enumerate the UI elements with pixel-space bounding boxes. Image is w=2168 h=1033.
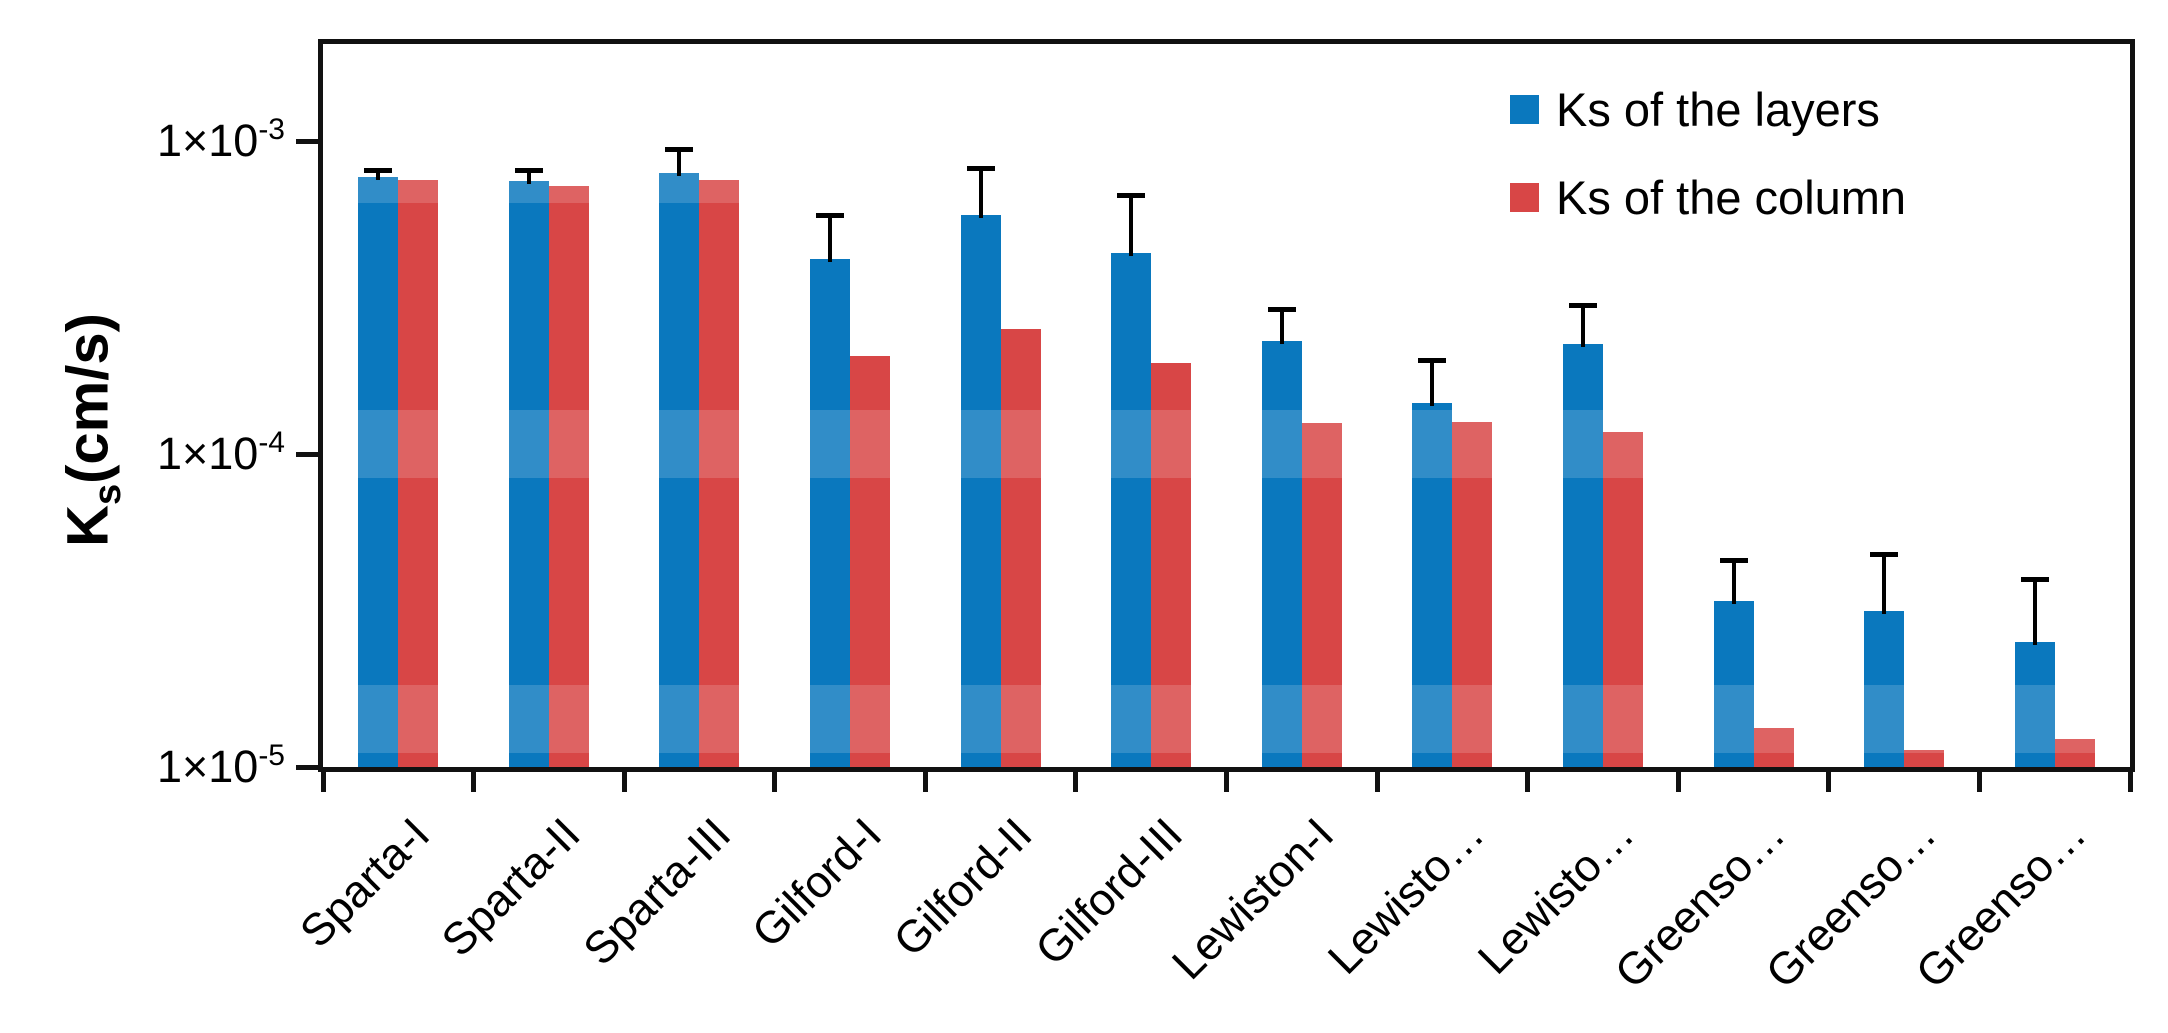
x-category-label-1: Sparta-II	[431, 808, 590, 967]
bar-column-2	[699, 180, 740, 767]
y-axis-title-base: K	[55, 505, 121, 547]
bar-layers-1	[508, 181, 549, 767]
shade-stripe-0	[323, 135, 2130, 203]
x-axis-tick-9	[1675, 767, 1681, 792]
x-category-label-0: Sparta-I	[290, 808, 440, 958]
bar-column-3	[850, 356, 891, 767]
legend-item-column: Ks of the column	[1510, 170, 1906, 225]
x-axis-tick-0	[320, 767, 326, 792]
bar-column-4	[1000, 329, 1041, 767]
error-bar-cap-7	[1418, 357, 1447, 363]
error-bar-cap-1	[514, 167, 543, 173]
legend-swatch-layers-icon	[1510, 95, 1539, 124]
x-axis-tick-6	[1224, 767, 1229, 792]
error-bar-line-1	[526, 169, 531, 184]
bar-layers-7	[1412, 403, 1453, 767]
y-tick-exponent-0: -3	[258, 113, 285, 146]
x-axis-tick-11	[1976, 767, 1982, 792]
x-axis-tick-7	[1374, 767, 1380, 792]
error-bar-line-7	[1430, 359, 1435, 407]
x-category-label-2: Sparta-III	[573, 808, 741, 975]
x-category-label-4: Gilford-II	[883, 808, 1042, 967]
error-bar-line-3	[828, 215, 833, 262]
bar-column-1	[548, 185, 589, 767]
error-bar-cap-6	[1267, 307, 1296, 313]
error-bar-cap-11	[2020, 576, 2049, 582]
error-bar-cap-2	[665, 147, 694, 153]
bar-column-0	[398, 180, 439, 767]
bar-column-9	[1753, 728, 1794, 767]
error-bar-line-10	[1882, 553, 1887, 615]
legend-item-layers: Ks of the layers	[1510, 82, 1880, 137]
error-bar-cap-10	[1870, 551, 1899, 557]
bar-layers-0	[358, 176, 399, 767]
bar-layers-10	[1864, 611, 1905, 767]
error-bar-cap-5	[1117, 193, 1146, 199]
y-axis-tick-label-0: 1×10-3	[30, 113, 285, 175]
bar-layers-3	[810, 258, 851, 767]
bar-column-11	[2054, 738, 2095, 767]
x-axis-tick-1	[471, 767, 477, 792]
x-axis-tick-12	[2127, 767, 2133, 792]
bar-column-7	[1452, 421, 1493, 767]
bar-layers-2	[659, 173, 700, 767]
error-bar-cap-3	[816, 213, 845, 219]
y-tick-exponent-2: -5	[258, 739, 285, 772]
error-bar-line-9	[1731, 559, 1736, 604]
bar-column-6	[1301, 422, 1342, 767]
shade-stripe-2	[323, 685, 2130, 753]
error-bar-line-4	[978, 167, 983, 219]
y-tick-mantissa-2: 1×10	[156, 741, 259, 792]
bar-column-10	[1904, 750, 1945, 767]
error-bar-line-8	[1580, 304, 1585, 347]
error-bar-cap-9	[1719, 557, 1748, 563]
y-axis-tick-2	[296, 764, 318, 770]
error-bar-line-2	[677, 149, 682, 177]
x-category-label-6: Lewiston-I	[1161, 808, 1343, 990]
x-category-label-3: Gilford-I	[741, 808, 892, 958]
error-bar-line-5	[1129, 195, 1134, 256]
x-axis-tick-8	[1525, 767, 1531, 792]
y-axis-tick-0	[296, 138, 318, 144]
bar-layers-4	[960, 215, 1001, 767]
legend-label-column: Ks of the column	[1556, 171, 1907, 224]
error-bar-line-11	[2032, 578, 2037, 646]
error-bar-cap-8	[1568, 302, 1597, 308]
x-axis-tick-10	[1826, 767, 1832, 792]
error-bar-cap-0	[364, 167, 393, 173]
bar-layers-9	[1713, 600, 1754, 767]
legend-label-layers: Ks of the layers	[1556, 83, 1880, 136]
y-tick-exponent-1: -4	[258, 426, 285, 459]
x-category-label-7: Lewisto…	[1317, 808, 1494, 984]
y-tick-mantissa-1: 1×10	[156, 428, 259, 479]
error-bar-line-0	[376, 169, 381, 180]
bar-layers-8	[1562, 343, 1603, 767]
y-axis-tick-1	[296, 451, 318, 457]
bar-layers-5	[1111, 252, 1152, 767]
error-bar-line-6	[1279, 309, 1284, 344]
bar-column-5	[1151, 363, 1192, 767]
x-axis-tick-3	[772, 767, 778, 792]
bar-column-8	[1602, 431, 1643, 767]
x-axis-tick-4	[922, 767, 928, 792]
x-axis-tick-2	[621, 767, 627, 792]
x-axis-tick-5	[1073, 767, 1079, 792]
shade-stripe-1	[323, 410, 2130, 478]
bar-layers-11	[2014, 642, 2055, 767]
legend-swatch-column-icon	[1510, 183, 1539, 212]
bar-layers-6	[1261, 340, 1302, 767]
y-tick-mantissa-0: 1×10	[156, 115, 259, 166]
error-bar-cap-4	[966, 165, 995, 171]
y-axis-tick-label-2: 1×10-5	[30, 739, 285, 801]
y-axis-tick-label-1: 1×10-4	[30, 426, 285, 488]
